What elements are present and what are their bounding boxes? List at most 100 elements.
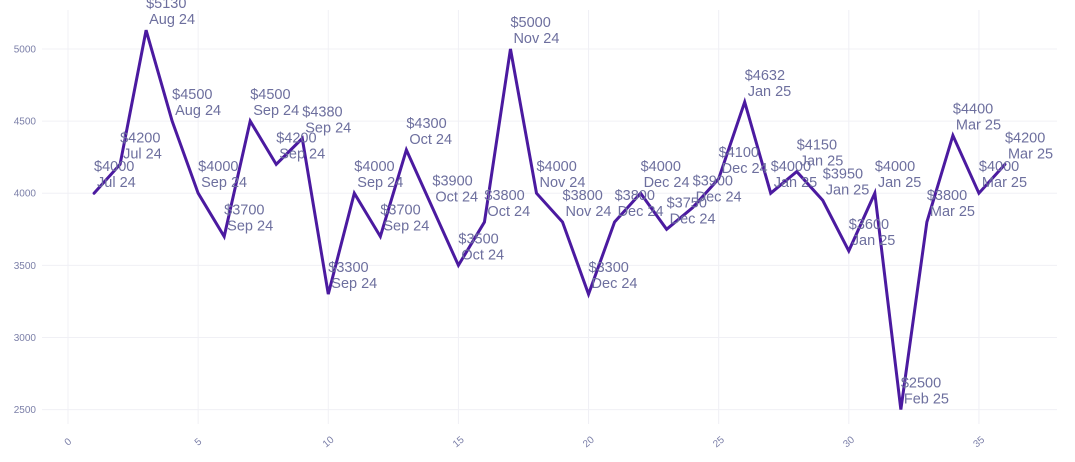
data-label-value: $4000 — [641, 159, 681, 175]
x-tick-label: 35 — [971, 434, 987, 450]
data-label-value: $3500 — [458, 231, 498, 247]
data-label-value: $3900 — [432, 174, 472, 190]
data-label-value: $3900 — [693, 174, 733, 190]
data-label-month: Nov 24 — [566, 204, 612, 220]
data-label-month: Oct 24 — [409, 132, 452, 148]
data-label-value: $4000 — [198, 159, 238, 175]
data-labels: $4000 Jul 24$4200 Jul 24$5130 Aug 24$4500 Au… — [94, 0, 1053, 408]
data-label-month: Oct 24 — [461, 247, 504, 263]
y-tick-label: 5000 — [14, 44, 37, 55]
data-label-month: Mar 25 — [1008, 146, 1053, 162]
data-label: $4500 Sep 24 — [250, 87, 299, 119]
data-label: $3900 Oct 24 — [432, 174, 478, 206]
data-label: $3600 Jan 25 — [849, 217, 896, 249]
data-label: $4150 Jan 25 — [797, 138, 844, 170]
data-label-month: Sep 24 — [383, 218, 429, 234]
data-label-value: $3700 — [224, 202, 264, 218]
data-label-value: $4200 — [120, 130, 160, 146]
data-label-value: $4000 — [771, 159, 811, 175]
data-label-month: Dec 24 — [644, 175, 690, 191]
data-label-month: Sep 24 — [279, 146, 325, 162]
data-label-value: $3600 — [849, 217, 889, 233]
data-label-value: $4380 — [302, 104, 342, 120]
data-label-month: Oct 24 — [435, 190, 478, 206]
data-label-month: Aug 24 — [149, 12, 195, 28]
x-tick-label: 15 — [451, 434, 467, 450]
data-label-value: $4200 — [1005, 130, 1045, 146]
data-label: $5130 Aug 24 — [146, 0, 195, 28]
data-label-month: Dec 24 — [592, 276, 638, 292]
data-label-month: Mar 25 — [930, 204, 975, 220]
data-label-month: Sep 24 — [253, 103, 299, 119]
data-label: $3700 Sep 24 — [380, 202, 429, 234]
data-label: $4200 Jul 24 — [120, 130, 162, 162]
data-label-month: Jan 25 — [878, 175, 922, 191]
data-label: $5000 Nov 24 — [510, 15, 559, 47]
data-label-month: Jan 25 — [826, 182, 870, 198]
y-tick-label: 2500 — [14, 405, 37, 416]
data-label-month: Nov 24 — [513, 31, 559, 47]
data-label: $4200 Mar 25 — [1005, 130, 1053, 162]
data-label-month: Sep 24 — [227, 218, 273, 234]
data-label-month: Jan 25 — [748, 84, 792, 100]
data-label-month: Sep 24 — [331, 276, 377, 292]
data-label: $4000 Jan 25 — [875, 159, 922, 191]
data-label: $4000 Sep 24 — [198, 159, 247, 191]
data-label: $4000 Jul 24 — [94, 159, 136, 191]
data-label: $4000 Jan 25 — [771, 159, 818, 191]
data-label-month: Mar 25 — [956, 117, 1001, 133]
data-label: $4400 Mar 25 — [953, 101, 1001, 133]
data-label-month: Jan 25 — [800, 154, 844, 170]
data-label-month: Dec 24 — [670, 211, 716, 227]
data-label: $4632 Jan 25 — [745, 68, 792, 100]
data-label: $3800 Oct 24 — [484, 188, 530, 220]
data-label-month: Dec 24 — [618, 204, 664, 220]
data-label-month: Dec 24 — [722, 161, 768, 177]
data-label: $3500 Oct 24 — [458, 231, 504, 263]
data-label-month: Jan 25 — [852, 233, 896, 249]
data-label-month: Dec 24 — [696, 190, 742, 206]
data-label-value: $4000 — [875, 159, 915, 175]
data-label: $3750 Dec 24 — [667, 195, 716, 227]
data-label-value: $5000 — [510, 15, 550, 31]
data-label: $3800 Mar 25 — [927, 188, 975, 220]
data-label-value: $3950 — [823, 166, 863, 182]
data-label: $3950 Jan 25 — [823, 166, 870, 198]
data-label: $2500 Feb 25 — [901, 376, 949, 408]
data-label: $4500 Aug 24 — [172, 87, 221, 119]
data-label-value: $4400 — [953, 101, 993, 117]
grid-lines — [42, 10, 1057, 424]
data-label-value: $4000 — [979, 159, 1019, 175]
x-tick-label: 30 — [841, 434, 857, 450]
data-label-value: $4500 — [172, 87, 212, 103]
data-label-value: $4300 — [406, 116, 446, 132]
data-label-value: $3700 — [380, 202, 420, 218]
data-label: $4100 Dec 24 — [719, 145, 768, 177]
data-label: $4200 Sep 24 — [276, 130, 325, 162]
data-label: $4000 Sep 24 — [354, 159, 403, 191]
data-label: $4000 Nov 24 — [536, 159, 585, 191]
data-label-value: $3300 — [589, 260, 629, 276]
x-tick-label: 0 — [63, 436, 75, 448]
data-label-month: Sep 24 — [305, 120, 351, 136]
data-label: $4300 Oct 24 — [406, 116, 452, 148]
data-label-value: $4000 — [94, 159, 134, 175]
data-label-month: Jan 25 — [774, 175, 818, 191]
data-label-value: $4100 — [719, 145, 759, 161]
data-label-month: Jul 24 — [97, 175, 136, 191]
x-tick-label: 25 — [711, 434, 727, 450]
data-label-value: $2500 — [901, 376, 941, 392]
data-label-month: Nov 24 — [539, 175, 585, 191]
data-label-value: $4632 — [745, 68, 785, 84]
data-label-month: Mar 25 — [982, 175, 1027, 191]
data-label: $3900 Dec 24 — [693, 174, 742, 206]
data-label-value: $3750 — [667, 195, 707, 211]
x-tick-label: 10 — [321, 434, 337, 450]
x-tick-label: 5 — [193, 436, 205, 448]
data-label-value: $3300 — [328, 260, 368, 276]
data-label: $4380 Sep 24 — [302, 104, 351, 136]
data-label-month: Jul 24 — [123, 146, 162, 162]
data-label-value: $3800 — [927, 188, 967, 204]
data-label-value: $4500 — [250, 87, 290, 103]
